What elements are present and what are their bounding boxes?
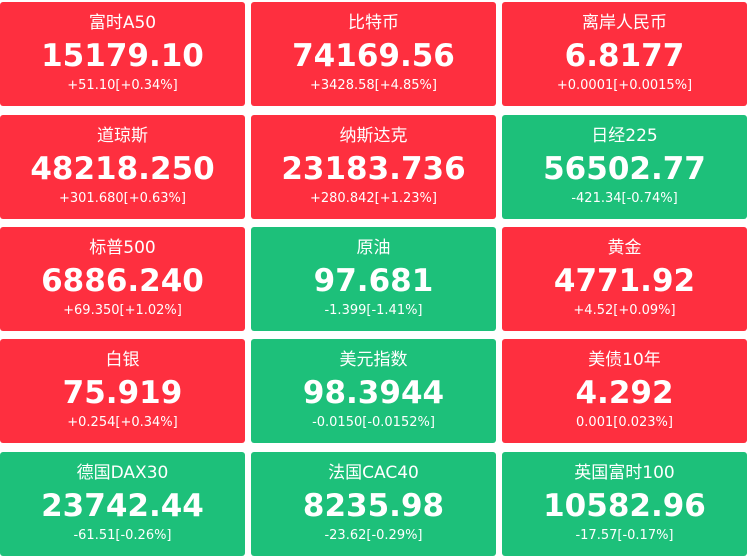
quote-tile[interactable]: 黄金 4771.92 +4.52[+0.09%] (502, 227, 747, 331)
quote-change: +51.10[+0.34%] (67, 78, 178, 93)
quote-price: 74169.56 (292, 38, 455, 74)
quote-tile[interactable]: 纳斯达克 23183.736 +280.842[+1.23%] (251, 115, 496, 219)
quote-name: 离岸人民币 (582, 13, 667, 33)
quote-price: 6.8177 (564, 38, 685, 74)
quote-tile[interactable]: 德国DAX30 23742.44 -61.51[-0.26%] (0, 452, 245, 556)
quote-tile[interactable]: 白银 75.919 +0.254[+0.34%] (0, 339, 245, 443)
quote-name: 美元指数 (339, 350, 408, 370)
quote-change: +0.0001[+0.0015%] (556, 78, 693, 93)
quote-price: 97.681 (313, 263, 434, 299)
quote-change: +4.52[+0.09%] (573, 303, 676, 318)
quote-price: 6886.240 (41, 263, 204, 299)
quote-change: -0.0150[-0.0152%] (312, 415, 435, 430)
quote-price: 4771.92 (553, 263, 696, 299)
quote-tile[interactable]: 英国富时100 10582.96 -17.57[-0.17%] (502, 452, 747, 556)
quote-price: 48218.250 (30, 151, 215, 187)
quote-change: -61.51[-0.26%] (73, 528, 172, 543)
quote-name: 纳斯达克 (339, 126, 408, 146)
quote-change: -17.57[-0.17%] (575, 528, 674, 543)
quote-name: 日经225 (591, 126, 658, 146)
quote-tile[interactable]: 标普500 6886.240 +69.350[+1.02%] (0, 227, 245, 331)
quote-tile[interactable]: 日经225 56502.77 -421.34[-0.74%] (502, 115, 747, 219)
quote-name: 德国DAX30 (76, 463, 169, 483)
quote-change: +69.350[+1.02%] (63, 303, 182, 318)
quote-price: 23183.736 (281, 151, 466, 187)
quote-price: 8235.98 (302, 488, 445, 524)
quote-change: +3428.58[+4.85%] (310, 78, 437, 93)
quote-tile[interactable]: 美债10年 4.292 0.001[0.023%] (502, 339, 747, 443)
quote-name: 黄金 (607, 238, 642, 258)
quote-name: 比特币 (348, 13, 399, 33)
quote-tile[interactable]: 法国CAC40 8235.98 -23.62[-0.29%] (251, 452, 496, 556)
quote-name: 道琼斯 (97, 126, 148, 146)
quote-tile[interactable]: 比特币 74169.56 +3428.58[+4.85%] (251, 2, 496, 106)
quote-change: +0.254[+0.34%] (67, 415, 178, 430)
quote-price: 98.3944 (302, 375, 445, 411)
quote-tile[interactable]: 离岸人民币 6.8177 +0.0001[+0.0015%] (502, 2, 747, 106)
quote-price: 23742.44 (41, 488, 204, 524)
quote-price: 15179.10 (41, 38, 204, 74)
quote-tile[interactable]: 富时A50 15179.10 +51.10[+0.34%] (0, 2, 245, 106)
quote-name: 标普500 (89, 238, 156, 258)
quote-price: 10582.96 (543, 488, 706, 524)
quote-name: 英国富时100 (574, 463, 675, 483)
quote-price: 75.919 (62, 375, 183, 411)
quote-change: 0.001[0.023%] (576, 415, 673, 430)
quote-change: -1.399[-1.41%] (324, 303, 423, 318)
quote-change: +301.680[+0.63%] (59, 191, 186, 206)
quote-price: 56502.77 (543, 151, 706, 187)
quote-tile[interactable]: 道琼斯 48218.250 +301.680[+0.63%] (0, 115, 245, 219)
quote-name: 美债10年 (588, 350, 661, 370)
quote-tile[interactable]: 原油 97.681 -1.399[-1.41%] (251, 227, 496, 331)
quote-name: 原油 (356, 238, 391, 258)
quote-name: 富时A50 (88, 13, 157, 33)
quote-change: -421.34[-0.74%] (571, 191, 678, 206)
quote-name: 法国CAC40 (328, 463, 419, 483)
quote-change: -23.62[-0.29%] (324, 528, 423, 543)
quote-change: +280.842[+1.23%] (310, 191, 437, 206)
quote-price: 4.292 (575, 375, 674, 411)
quote-tile[interactable]: 美元指数 98.3944 -0.0150[-0.0152%] (251, 339, 496, 443)
quote-name: 白银 (105, 350, 140, 370)
